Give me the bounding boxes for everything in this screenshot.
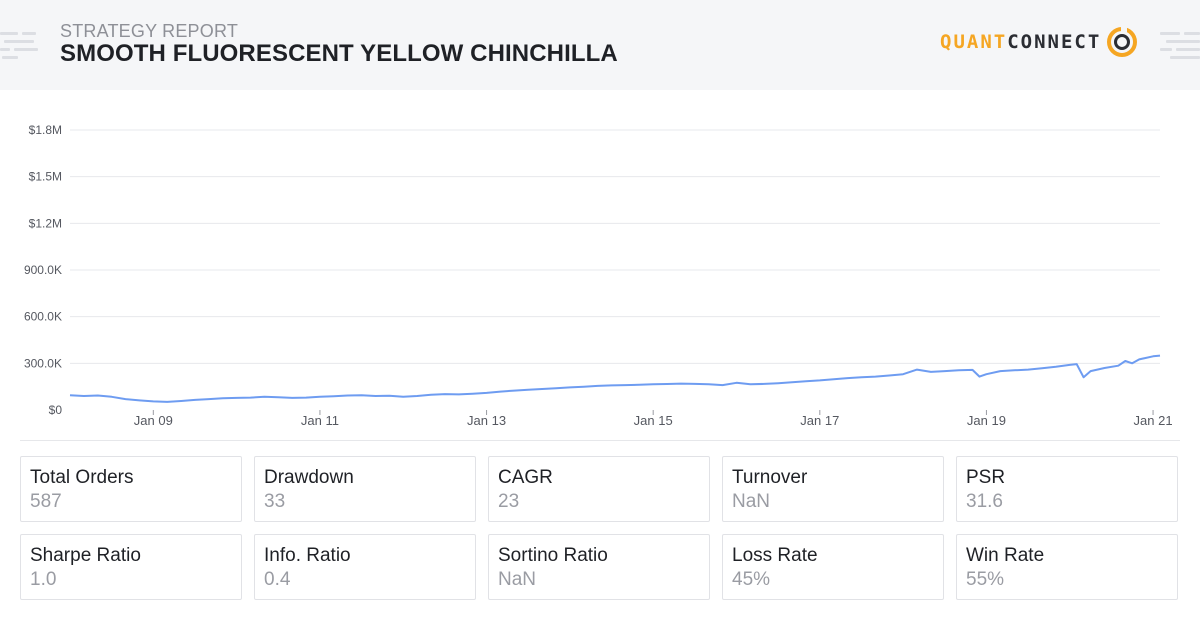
metric-card-drawdown: Drawdown 33 — [254, 456, 476, 522]
metric-card-sortino-ratio: Sortino Ratio NaN — [488, 534, 710, 600]
metric-label: Drawdown — [264, 467, 354, 488]
x-tick-label: Jan 21 — [1134, 413, 1173, 428]
report-header: STRATEGY REPORT SMOOTH FLUORESCENT YELLO… — [0, 0, 1200, 90]
quantconnect-logo: QUANT CONNECT — [940, 24, 1139, 60]
metric-label: PSR — [966, 467, 1006, 488]
metric-label: Turnover — [732, 467, 808, 488]
metric-value: NaN — [732, 491, 771, 512]
metric-card-loss-rate: Loss Rate 45% — [722, 534, 944, 600]
metric-label: Loss Rate — [732, 545, 818, 566]
metric-card-turnover: Turnover NaN — [722, 456, 944, 522]
metric-label: CAGR — [498, 467, 553, 488]
metric-value: 0.4 — [264, 569, 291, 590]
y-tick-label: $1.2M — [29, 216, 62, 230]
metric-value: 33 — [264, 491, 286, 512]
y-tick-label: 600.0K — [24, 310, 62, 324]
x-tick-label: Jan 17 — [800, 413, 839, 428]
metric-card-win-rate: Win Rate 55% — [956, 534, 1178, 600]
y-tick-label: $1.5M — [29, 170, 62, 184]
metric-card-psr: PSR 31.6 — [956, 456, 1178, 522]
x-tick-label: Jan 11 — [301, 413, 339, 428]
metric-value: NaN — [498, 569, 537, 590]
logo-text-connect: CONNECT — [1007, 31, 1102, 53]
metric-label: Win Rate — [966, 545, 1045, 566]
y-tick-label: 300.0K — [24, 356, 62, 370]
chart-grid — [70, 129, 1160, 364]
equity-chart: $0 300.0K 600.0K 900.0K $1.2M $1.5M $1.8M Jan … — [24, 123, 1173, 428]
metric-label: Sharpe Ratio — [30, 545, 141, 566]
metric-label: Total Orders — [30, 467, 134, 488]
metric-value: 31.6 — [966, 491, 1003, 512]
metric-value: 55% — [966, 569, 1005, 590]
report-kicker: STRATEGY REPORT — [60, 21, 239, 41]
x-axis: Jan 09 Jan 11 Jan 13 Jan 15 Jan 17 Jan 19 Jan … — [134, 410, 1173, 428]
metric-value: 587 — [30, 491, 62, 512]
logo-text-quant: QUANT — [940, 31, 1008, 53]
equity-series-line — [69, 354, 1161, 403]
metric-card-sharpe-ratio: Sharpe Ratio 1.0 — [20, 534, 242, 600]
metric-value: 45% — [732, 569, 771, 590]
metric-card-info-ratio: Info. Ratio 0.4 — [254, 534, 476, 600]
metric-value: 1.0 — [30, 569, 57, 590]
metric-label: Info. Ratio — [264, 545, 351, 566]
metric-card-total-orders: Total Orders 587 — [20, 456, 242, 522]
y-tick-label: $0 — [49, 403, 63, 417]
y-tick-label: $1.8M — [29, 123, 62, 137]
x-tick-label: Jan 09 — [134, 413, 173, 428]
x-tick-label: Jan 13 — [467, 413, 506, 428]
metric-value: 23 — [498, 491, 520, 512]
section-divider — [20, 440, 1180, 441]
logo-ring-icon — [1107, 27, 1138, 57]
x-tick-label: Jan 15 — [634, 413, 673, 428]
x-tick-label: Jan 19 — [967, 413, 1006, 428]
metric-card-cagr: CAGR 23 — [488, 456, 710, 522]
y-tick-label: 900.0K — [24, 263, 62, 277]
metric-label: Sortino Ratio — [498, 545, 608, 566]
strategy-title: SMOOTH FLUORESCENT YELLOW CHINCHILLA — [60, 40, 618, 67]
y-axis: $0 300.0K 600.0K 900.0K $1.2M $1.5M $1.8M — [24, 123, 62, 417]
